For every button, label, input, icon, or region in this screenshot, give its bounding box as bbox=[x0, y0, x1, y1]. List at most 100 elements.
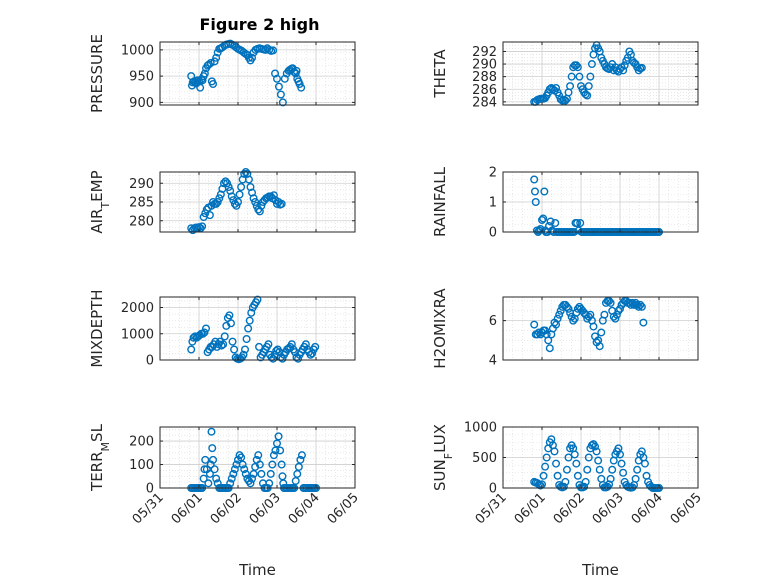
data-point bbox=[294, 462, 303, 471]
data-point bbox=[210, 57, 219, 66]
data-point bbox=[202, 324, 211, 333]
data-point bbox=[628, 298, 637, 307]
x-tick-label: 06/01 bbox=[512, 490, 549, 527]
data-point bbox=[265, 479, 274, 488]
data-point bbox=[561, 477, 570, 486]
data-point bbox=[219, 340, 228, 349]
data-point bbox=[277, 199, 286, 208]
data-point bbox=[204, 479, 213, 488]
y-tick-label: 200 bbox=[129, 435, 154, 450]
x-tick-label: 06/03 bbox=[247, 490, 284, 527]
data-point bbox=[274, 82, 283, 91]
data-point bbox=[637, 63, 646, 72]
panel-4: 0 1 2 RAINFALL bbox=[431, 166, 699, 241]
data-point bbox=[274, 432, 283, 441]
data-point bbox=[240, 169, 249, 178]
data-point bbox=[198, 222, 207, 231]
data-point bbox=[540, 187, 549, 196]
data-point bbox=[581, 90, 590, 99]
data-point bbox=[550, 447, 559, 456]
y-tick-label: 2000 bbox=[121, 301, 154, 316]
x-tick-label: 06/03 bbox=[590, 490, 627, 527]
data-point bbox=[229, 469, 238, 478]
data-point bbox=[199, 474, 208, 483]
data-point bbox=[205, 469, 214, 478]
data-point bbox=[255, 460, 264, 469]
y-tick-label: 0 bbox=[146, 482, 154, 497]
data-point bbox=[308, 349, 317, 358]
data-point bbox=[207, 427, 216, 436]
data-point bbox=[273, 199, 282, 208]
axes-box bbox=[159, 296, 356, 361]
data-point bbox=[616, 304, 625, 313]
panel-3: 280 285 290 AIRTEMP bbox=[88, 167, 356, 235]
data-point bbox=[226, 479, 235, 488]
data-point bbox=[245, 316, 254, 325]
data-point bbox=[198, 76, 207, 85]
data-point bbox=[200, 465, 209, 474]
data-point bbox=[239, 350, 248, 359]
x-tick-label: 06/05 bbox=[668, 490, 705, 527]
data-point bbox=[213, 197, 222, 206]
data-point bbox=[572, 459, 581, 468]
data-point bbox=[541, 462, 550, 471]
y-axis-label: H2OMIXRA bbox=[431, 288, 449, 369]
data-point bbox=[594, 456, 603, 465]
data-point bbox=[254, 451, 263, 460]
data-point bbox=[569, 316, 578, 325]
data-point bbox=[266, 469, 275, 478]
y-tick-label: 290 bbox=[472, 58, 497, 73]
data-point bbox=[587, 60, 596, 69]
data-point bbox=[553, 471, 562, 480]
data-point bbox=[559, 482, 568, 491]
y-tick-label: 100 bbox=[129, 458, 154, 473]
data-point bbox=[617, 459, 626, 468]
data-point bbox=[227, 192, 236, 201]
data-point bbox=[552, 83, 561, 92]
data-point bbox=[224, 182, 233, 191]
x-tick-label: 06/02 bbox=[551, 490, 588, 527]
data-point bbox=[276, 446, 285, 455]
data-point bbox=[608, 465, 617, 474]
data-point bbox=[562, 465, 571, 474]
data-point bbox=[241, 469, 250, 478]
data-point bbox=[187, 345, 196, 354]
data-point bbox=[530, 175, 539, 184]
data-point bbox=[567, 72, 576, 81]
axes-box bbox=[502, 296, 699, 361]
data-point bbox=[276, 90, 285, 99]
data-point bbox=[205, 211, 214, 220]
data-point bbox=[576, 218, 585, 227]
y-tick-label: 280 bbox=[129, 214, 154, 229]
data-point bbox=[311, 342, 320, 351]
y-axis-label: MIXDEPTH bbox=[88, 289, 106, 367]
data-point bbox=[246, 479, 255, 488]
data-point bbox=[293, 469, 302, 478]
data-point bbox=[595, 465, 604, 474]
data-point bbox=[546, 217, 555, 226]
data-point bbox=[600, 310, 609, 319]
data-point bbox=[201, 455, 210, 464]
y-tick-label: 1000 bbox=[121, 43, 154, 58]
data-point bbox=[539, 471, 548, 480]
y-tick-label: 1 bbox=[489, 196, 497, 211]
data-point bbox=[269, 451, 278, 460]
data-point bbox=[555, 310, 564, 319]
axes-box bbox=[159, 426, 356, 489]
data-point bbox=[533, 330, 542, 339]
data-point bbox=[573, 63, 582, 72]
y-axis-label: TERRMSL bbox=[88, 423, 112, 492]
x-tick-label: 06/02 bbox=[208, 490, 245, 527]
data-point bbox=[575, 72, 584, 81]
x-tick-label: 06/05 bbox=[325, 490, 362, 527]
y-tick-label: 6 bbox=[489, 314, 497, 329]
data-point bbox=[237, 453, 246, 462]
y-axis-label: SUNFLUX bbox=[431, 424, 455, 491]
data-point bbox=[225, 311, 234, 320]
data-point bbox=[209, 455, 218, 464]
data-point bbox=[595, 342, 604, 351]
data-point bbox=[637, 302, 646, 311]
y-axis-label: RAINFALL bbox=[431, 166, 449, 237]
data-point bbox=[226, 319, 235, 328]
